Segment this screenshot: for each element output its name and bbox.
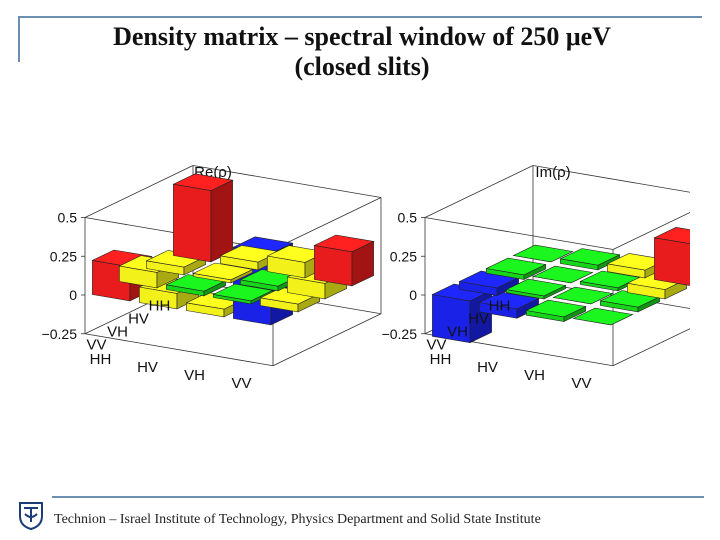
bar-VV-HV <box>478 291 540 319</box>
bar-side-face <box>210 179 233 263</box>
bar-top-face <box>478 291 540 310</box>
bar-top-face <box>313 234 375 253</box>
z-tick-label: −0.25 <box>42 326 78 342</box>
slide-title: Density matrix – spectral window of 250 … <box>20 22 704 82</box>
bar-front-face <box>314 245 353 287</box>
bar-top-face <box>559 248 621 266</box>
row-label: HV <box>128 310 149 327</box>
z-tick-label: 0 <box>409 287 417 303</box>
bar-HH-HV <box>559 248 621 271</box>
footer-text: Technion – Israel Institute of Technolog… <box>54 512 541 527</box>
title-line-2: (closed slits) <box>294 52 430 81</box>
bar-top-face <box>505 278 567 297</box>
row-label: VV <box>426 336 446 353</box>
z-tick-label: 0.5 <box>398 210 418 226</box>
axis-box-line <box>532 165 690 193</box>
bar-HH-VV <box>653 226 690 286</box>
bar-top-face <box>532 265 594 284</box>
bar-top-face <box>552 286 614 305</box>
bar-top-face <box>572 307 634 326</box>
footer-rule <box>52 496 704 498</box>
axis-box-line <box>424 217 614 250</box>
frame-top-rule <box>18 16 702 18</box>
bar-VV-VH <box>525 299 587 322</box>
row-label: VH <box>447 323 468 340</box>
col-label: HV <box>137 359 158 376</box>
frame-left-rule <box>18 16 20 62</box>
row-label: HH <box>489 297 511 314</box>
bar-top-face <box>525 299 587 318</box>
col-label: HH <box>430 351 452 368</box>
bar-HH-HH <box>172 173 234 263</box>
bar-VV-VV <box>572 307 634 326</box>
z-tick-label: 0.25 <box>390 248 417 264</box>
axis-box-line <box>612 328 690 367</box>
axis-box-line <box>84 165 194 218</box>
bar-top-face <box>485 257 547 276</box>
axis-box-line <box>272 313 382 367</box>
z-tick-label: 0.25 <box>50 248 77 264</box>
bar-top-face <box>653 226 690 244</box>
bar-top-face <box>212 283 274 302</box>
bar-HV-HH <box>485 257 547 280</box>
row-label: VV <box>86 336 106 353</box>
axis-box-line <box>272 197 382 250</box>
axis-box-line <box>192 165 382 198</box>
bar-top-face <box>192 262 254 281</box>
bar-HV-HV <box>192 262 254 284</box>
z-tick-label: 0 <box>69 287 77 303</box>
axis-box-line <box>612 211 690 250</box>
bar-VH-VH <box>552 286 614 305</box>
axis-box-line <box>424 165 534 218</box>
bar-top-face <box>512 244 574 263</box>
col-label: HV <box>477 359 498 376</box>
bar-HH-VV <box>313 234 375 287</box>
bar-front-face <box>173 183 212 263</box>
row-label: VH <box>107 323 128 340</box>
row-label: HV <box>468 310 489 327</box>
chart-title: Im(ρ) <box>535 164 570 181</box>
technion-logo-icon <box>19 502 43 530</box>
bar-HV-HV <box>532 265 594 284</box>
bar-front-face <box>654 237 690 286</box>
col-label: VH <box>524 367 545 384</box>
z-tick-label: −0.25 <box>382 326 418 342</box>
col-label: VV <box>571 375 591 392</box>
axis-box-line <box>84 333 274 367</box>
col-label: VH <box>184 367 205 384</box>
row-label: HH <box>149 297 171 314</box>
z-tick-label: 0.5 <box>58 210 78 226</box>
bar-top-face <box>172 173 234 191</box>
bar-VH-HV <box>505 278 567 300</box>
col-label: HH <box>90 351 112 368</box>
title-line-1: Density matrix – spectral window of 250 … <box>113 22 611 51</box>
col-label: VV <box>231 375 251 392</box>
bar-HH-HH <box>512 244 574 263</box>
